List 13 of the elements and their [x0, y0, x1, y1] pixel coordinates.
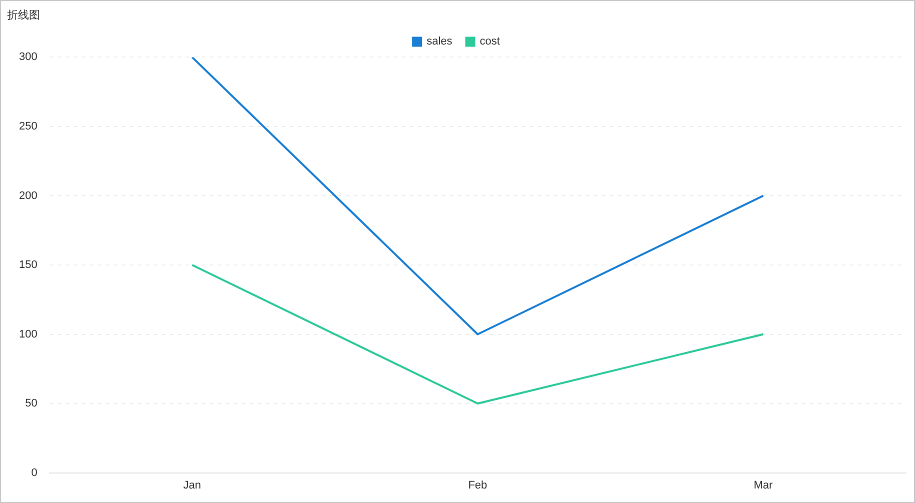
x-tick-label: Feb: [468, 479, 488, 492]
y-tick-label: 50: [25, 398, 38, 410]
x-tick-label: Mar: [754, 479, 774, 492]
y-tick-label: 150: [18, 259, 38, 272]
x-tick-label: Jan: [183, 479, 202, 492]
y-tick-label: 250: [18, 120, 38, 132]
chart-title: 折线图: [7, 8, 40, 22]
legend-label: cost: [480, 36, 500, 48]
legend-label: sales: [426, 36, 453, 48]
y-tick-label: 0: [31, 466, 38, 479]
y-tick-label: 300: [18, 51, 38, 64]
y-tick-label: 200: [18, 190, 38, 202]
y-tick-label: 100: [18, 328, 38, 340]
